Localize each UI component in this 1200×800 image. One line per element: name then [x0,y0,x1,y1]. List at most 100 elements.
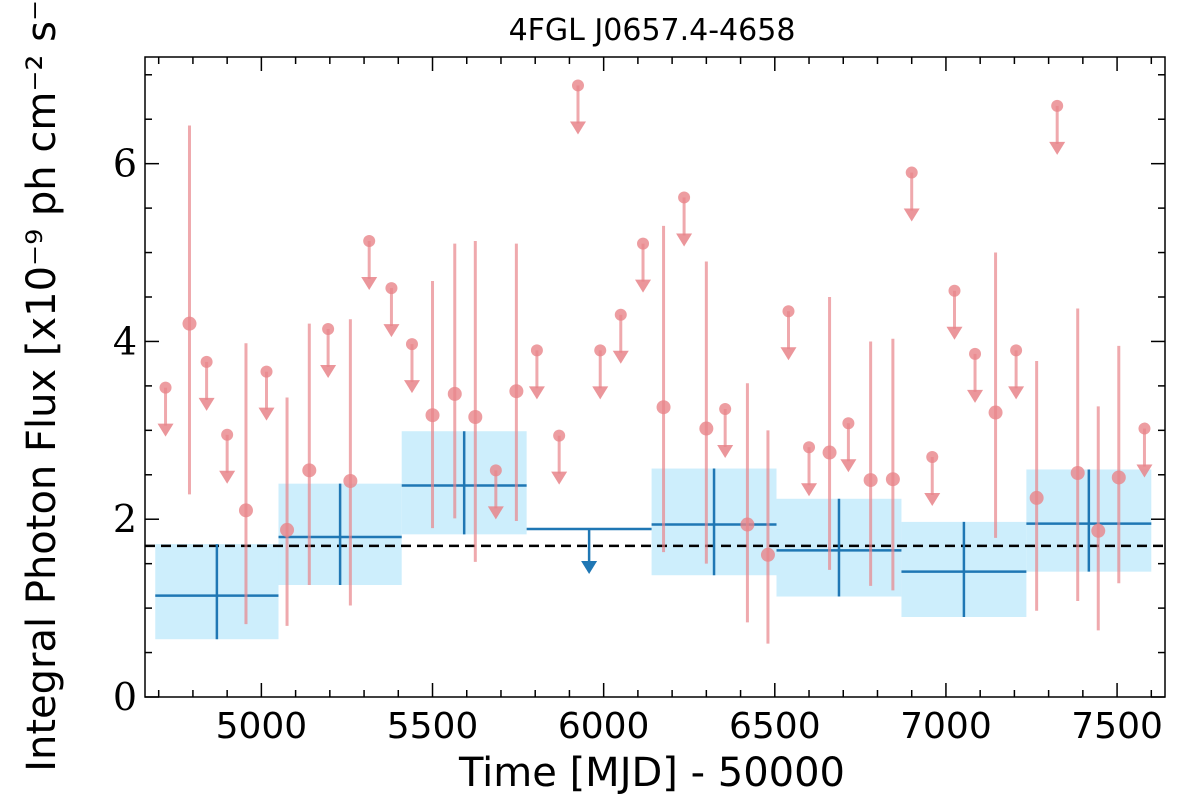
short-bin-limit-arrow [840,459,857,473]
short-bin-limit-arrow [198,397,215,411]
short-bin-series [157,79,1153,644]
short-bin-limit-arrow [219,470,236,484]
x-tick-labels: 5000 5500 6000 6500 7000 7500 [216,706,1163,747]
short-bin-point [656,225,671,553]
long-bin-point [401,431,527,535]
short-bin-marker [343,474,358,488]
plot-frame [144,56,1166,698]
short-bin-limit-marker [405,338,418,351]
short-bin-limit-marker [553,429,566,442]
short-bin-limit-marker [571,79,584,92]
short-bin-limit-arrow [361,277,378,290]
short-bin-limit-marker [530,344,543,357]
long-bin-point [1026,469,1152,572]
chart-title: 4FGL J0657.4-4658 [509,13,796,48]
short-bin-limit-arrow [487,506,504,520]
short-bin-point [280,397,295,626]
short-bin-upper-limit [676,191,693,247]
short-bin-upper-limit [717,403,734,458]
short-bin-limit-arrow [801,483,818,497]
x-tick-label: 7000 [900,706,992,747]
x-tick-label: 5000 [216,706,308,747]
short-bin-point [1091,406,1106,631]
short-bin-limit-marker [614,308,627,321]
short-bin-limit-arrow [592,386,609,400]
y-tick-label: 6 [113,142,137,186]
short-bin-limit-arrow [717,445,734,458]
short-bin-limit-arrow [946,326,963,340]
short-bin-marker [760,547,775,562]
short-bin-marker [280,522,295,537]
short-bin-limit-arrow [157,423,174,437]
short-bin-limit-marker [200,355,213,368]
short-bin-limit-marker [221,428,234,441]
short-bin-limit-marker [905,166,918,179]
short-bin-limit-arrow [635,279,652,293]
short-bin-limit-marker [489,464,502,477]
x-tick-label: 7500 [1071,706,1163,747]
short-bin-point [1029,361,1044,611]
short-bin-upper-limit [780,305,797,361]
short-bin-upper-limit [903,166,920,222]
short-bin-limit-marker [1051,99,1064,112]
short-bin-upper-limit [383,282,400,338]
short-bin-upper-limit [361,235,378,290]
short-bin-upper-limit [1049,99,1066,155]
short-bin-limit-arrow [528,386,545,400]
short-bin-marker [447,386,462,401]
short-bin-limit-arrow [1008,386,1025,400]
short-bin-upper-limit [1136,422,1153,478]
short-bin-upper-limit [258,365,275,421]
x-tick-label: 5500 [387,706,479,747]
long-bin-point [901,521,1027,617]
short-bin-upper-limit [612,308,629,364]
x-axis-label: Time [MJD] - 50000 [458,750,845,796]
short-bin-marker [656,400,671,415]
short-bin-limit-marker [803,441,816,454]
short-bin-limit-arrow [780,347,797,361]
short-bin-limit-arrow [967,389,984,403]
short-bin-upper-limit [801,441,818,497]
short-bin-marker [822,445,837,460]
short-bin-upper-limit [157,381,174,437]
long-bin-limit-arrow [581,561,598,574]
short-bin-point [1111,345,1126,584]
long-bin-upper-limit [526,527,652,574]
short-bin-limit-arrow [551,471,568,485]
short-bin-limit-arrow [258,407,275,421]
long-bin-point [776,498,902,597]
long-bin-bands [155,431,1152,640]
y-tick-labels: 0 2 4 6 [113,142,137,719]
short-bin-marker [468,410,483,424]
short-bin-limit-arrow [403,380,420,394]
short-bin-marker [1091,523,1106,538]
short-bin-limit-marker [1138,422,1151,435]
short-bin-point [302,323,317,585]
short-bin-limit-marker [719,403,732,415]
short-bin-limit-marker [385,282,398,295]
short-bin-limit-arrow [1136,464,1153,478]
short-bin-limit-marker [637,237,650,250]
short-bin-limit-marker [594,344,607,357]
short-bin-limit-arrow [676,233,693,247]
short-bin-point [822,297,837,570]
short-bin-upper-limit [967,347,984,403]
y-axis-label: Integral Photon Flux [x10⁻⁹ ph cm⁻² s⁻¹] [19,0,65,772]
short-bin-point [863,341,878,586]
short-bin-point [988,252,1003,538]
short-bin-upper-limit [551,429,568,485]
short-bin-limit-marker [948,284,961,297]
short-bin-upper-limit [403,338,420,394]
short-bin-marker [238,503,253,518]
short-bin-limit-arrow [903,208,920,222]
short-bin-limit-arrow [1049,141,1066,155]
short-bin-limit-marker [363,235,376,247]
long-bin-point [278,483,402,585]
short-bin-limit-marker [1010,344,1023,357]
short-bin-point [740,383,755,623]
long-bin-point [651,468,777,576]
short-bin-point [182,125,197,495]
y-tick-label: 2 [113,497,137,541]
short-bin-point [699,261,714,564]
